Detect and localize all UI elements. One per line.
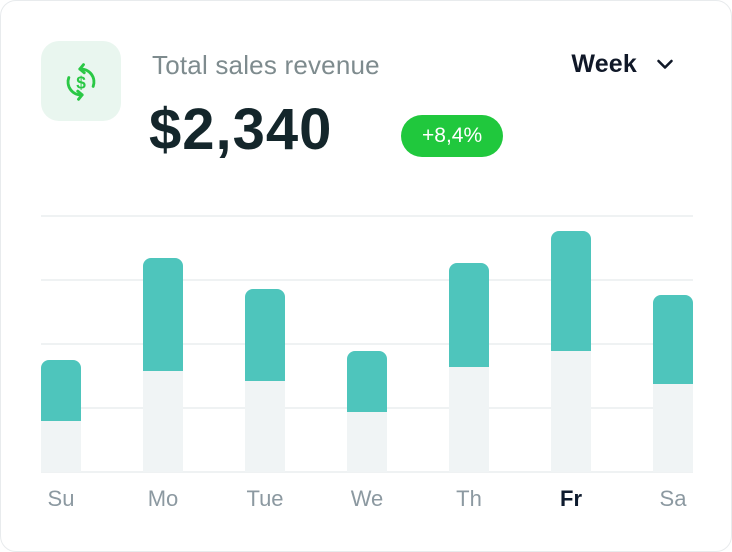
- day-label-tue[interactable]: Tue: [246, 486, 284, 511]
- day-labels-row: Su Mo Tue We Th Fr Sa: [41, 485, 693, 515]
- gridline: [41, 215, 693, 217]
- period-dropdown[interactable]: Week: [571, 47, 677, 81]
- bar-sa[interactable]: [653, 295, 693, 472]
- bar-su[interactable]: [41, 360, 81, 472]
- bar-segment-highlight: [347, 351, 387, 412]
- bar-segment-highlight: [449, 263, 489, 367]
- day-label-mo[interactable]: Mo: [147, 486, 179, 511]
- bar-segment-highlight: [143, 258, 183, 371]
- day-label-th[interactable]: Th: [456, 486, 482, 511]
- gridline: [41, 343, 693, 345]
- revenue-icon-tile: $: [41, 41, 121, 121]
- bar-segment-muted: [143, 371, 183, 472]
- day-label-fr[interactable]: Fr: [560, 486, 582, 511]
- day-label-we[interactable]: We: [350, 486, 384, 511]
- day-label-su[interactable]: Su: [47, 486, 75, 511]
- bar-segment-muted: [653, 384, 693, 472]
- growth-badge: +8,4%: [401, 115, 504, 157]
- bar-segment-muted: [551, 351, 591, 472]
- bar-tue[interactable]: [245, 289, 285, 472]
- chevron-down-icon: [653, 52, 677, 76]
- bar-fr[interactable]: [551, 231, 591, 472]
- gridline: [41, 471, 693, 473]
- bar-segment-highlight: [653, 295, 693, 384]
- bar-segment-muted: [347, 412, 387, 472]
- bar-segment-highlight: [245, 289, 285, 381]
- bar-segment-muted: [245, 381, 285, 472]
- card-title: Total sales revenue: [152, 50, 380, 80]
- period-label: Week: [571, 49, 637, 78]
- revenue-bar-chart: [41, 215, 693, 473]
- bar-segment-muted: [41, 421, 81, 472]
- svg-text:$: $: [76, 72, 86, 92]
- revenue-value: $2,340: [149, 97, 333, 162]
- bar-th[interactable]: [449, 263, 489, 472]
- bar-segment-muted: [449, 367, 489, 472]
- gridline: [41, 279, 693, 281]
- bar-segment-highlight: [551, 231, 591, 351]
- growth-badge-label: +8,4%: [422, 124, 483, 147]
- bar-we[interactable]: [347, 351, 387, 472]
- bar-segment-highlight: [41, 360, 81, 421]
- dollar-exchange-icon: $: [66, 63, 96, 101]
- day-label-sa[interactable]: Sa: [659, 486, 687, 511]
- bar-mo[interactable]: [143, 258, 183, 472]
